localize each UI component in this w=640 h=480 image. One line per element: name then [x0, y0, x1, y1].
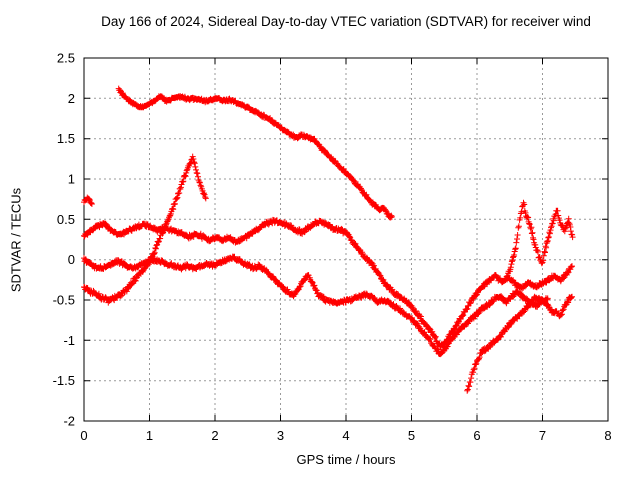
- series-high-arc-trace: [115, 85, 395, 221]
- x-tick-label: 3: [277, 428, 284, 443]
- y-axis-label: SDTVAR / TECUs: [8, 187, 24, 293]
- y-tick-labels: -2 -1.5 -1 -0.5 0 0.5 1 1.5 2 2.5: [53, 51, 75, 429]
- y-tick-label: 0.5: [57, 212, 75, 227]
- x-tick-label: 4: [342, 428, 349, 443]
- y-tick-label: -1: [63, 333, 75, 348]
- x-tick-label: 2: [211, 428, 218, 443]
- series-spike-trace: [81, 153, 209, 306]
- y-tick-label: 0: [68, 252, 75, 267]
- x-axis-label: GPS time / hours: [296, 452, 396, 467]
- series-mid-upper-trace: [81, 216, 575, 350]
- x-tick-label: 5: [408, 428, 415, 443]
- y-tick-label: 1.5: [57, 131, 75, 146]
- x-tick-labels: 0 1 2 3 4 5 6 7 8: [80, 428, 611, 443]
- x-tick-label: 7: [539, 428, 546, 443]
- x-tick-label: 8: [604, 428, 611, 443]
- y-tick-label: -2: [63, 414, 75, 429]
- chart-title: Day 166 of 2024, Sidereal Day-to-day VTE…: [101, 14, 591, 29]
- y-tick-label: 1: [68, 172, 75, 187]
- data-series-group: [81, 85, 576, 394]
- series-mid-lower-trace: [81, 253, 551, 358]
- plot-border: [83, 57, 609, 422]
- x-tick-label: 1: [146, 428, 153, 443]
- gridlines: [84, 58, 608, 421]
- series-segment-0.7-tecu: [81, 194, 95, 207]
- x-tick-label: 6: [473, 428, 480, 443]
- y-tick-label: -0.5: [53, 293, 75, 308]
- series-right-peaks-trace: [503, 199, 576, 283]
- series-steep-riser-trace: [464, 293, 575, 394]
- y-tick-label: 2.5: [57, 51, 75, 66]
- x-tick-label: 0: [80, 428, 87, 443]
- y-tick-label: 2: [68, 91, 75, 106]
- y-tick-label: -1.5: [53, 373, 75, 388]
